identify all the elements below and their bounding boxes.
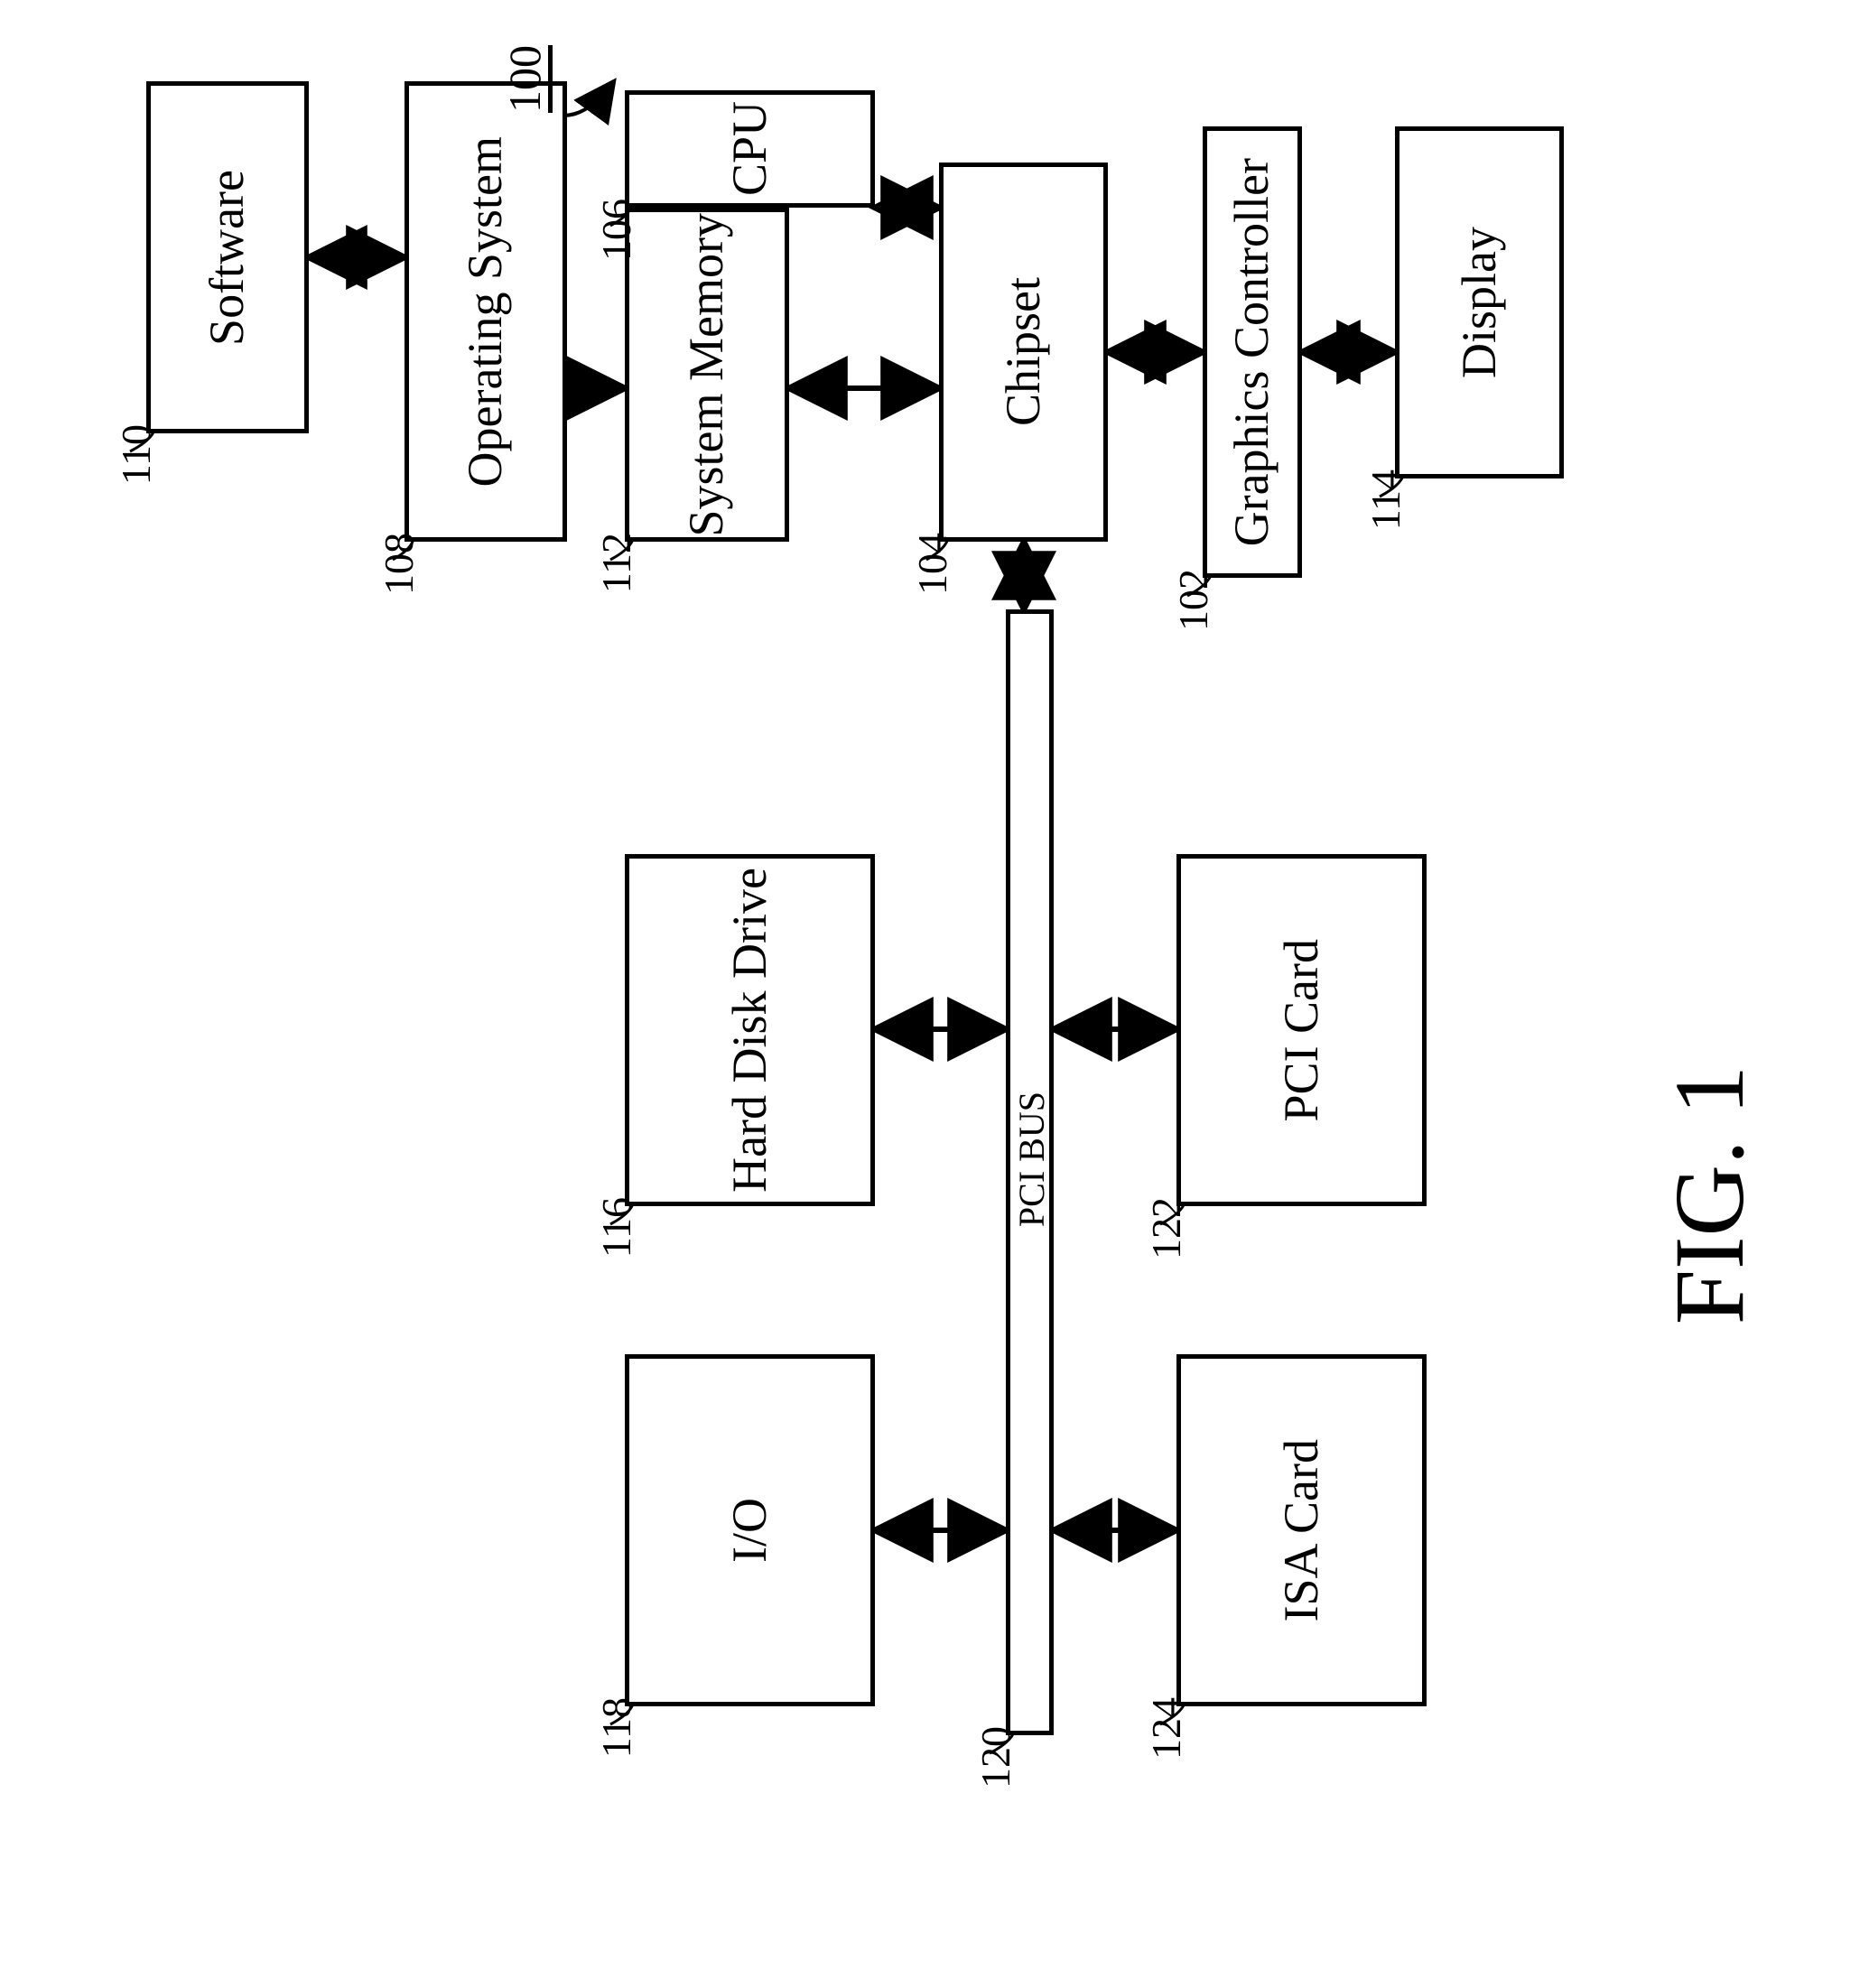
node-hdd: Hard Disk Drive	[625, 854, 875, 1206]
node-label-software: Software	[200, 170, 254, 346]
ref-114: 114	[1362, 469, 1409, 530]
node-label-os: Operating System	[459, 136, 512, 487]
ref-102: 102	[1169, 569, 1217, 631]
node-software: Software	[146, 81, 309, 433]
ref-124: 124	[1142, 1697, 1190, 1760]
ref-122: 122	[1142, 1197, 1190, 1259]
node-isacard: ISA Card	[1176, 1354, 1427, 1706]
ref-118: 118	[592, 1697, 640, 1758]
node-label-display: Display	[1453, 227, 1506, 378]
node-gfx: Graphics Controller	[1203, 126, 1302, 578]
node-label-cpu: CPU	[723, 101, 776, 196]
ref-112: 112	[592, 533, 640, 593]
node-label-pcicard: PCI Card	[1275, 939, 1328, 1122]
ref-110: 110	[112, 424, 160, 485]
node-os: Operating System	[404, 81, 567, 542]
ref-108: 108	[375, 533, 423, 595]
node-display: Display	[1395, 126, 1564, 478]
node-sysmem: System Memory	[625, 208, 789, 542]
node-label-isacard: ISA Card	[1275, 1439, 1328, 1622]
ref-104: 104	[908, 533, 956, 595]
node-label-sysmem: System Memory	[680, 213, 733, 537]
ref-116: 116	[592, 1197, 640, 1258]
figure-title: FIG. 1	[1652, 1065, 1767, 1324]
pci-bus-label: PCI BUS	[1010, 1092, 1053, 1227]
node-label-io: I/O	[723, 1498, 776, 1563]
node-io: I/O	[625, 1354, 875, 1706]
ref-106: 106	[592, 199, 640, 261]
system-ref-label: 100	[498, 45, 551, 113]
node-chipset: Chipset	[939, 163, 1108, 542]
node-pcicard: PCI Card	[1176, 854, 1427, 1206]
node-label-hdd: Hard Disk Drive	[723, 868, 776, 1193]
ref-120: 120	[972, 1726, 1019, 1788]
node-label-gfx: Graphics Controller	[1225, 158, 1279, 546]
node-label-chipset: Chipset	[997, 277, 1050, 426]
node-cpu: CPU	[625, 90, 875, 208]
